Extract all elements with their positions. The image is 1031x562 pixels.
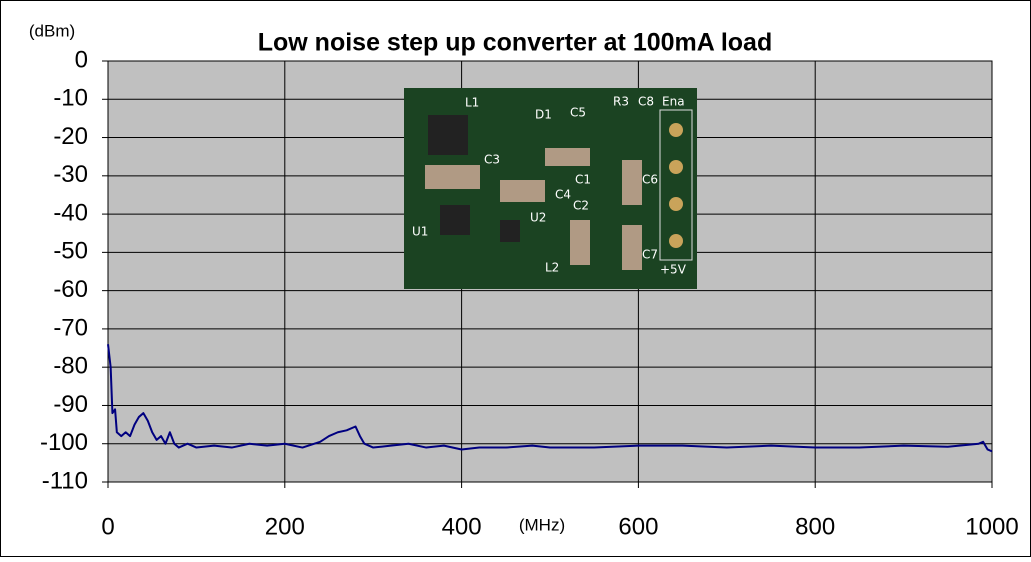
x-axis-label: (MHz) bbox=[519, 515, 565, 534]
inset-photo: L1 D1 C5 R3 C8 Ena C3 C1 C4 C2 C6 U2 U1 … bbox=[404, 88, 697, 289]
page: 0 -10 -20 -30 -40 -50 -60 -70 -80 -90 -100 -110 0 200… bbox=[0, 0, 1031, 562]
pcb-label: C5 bbox=[570, 106, 586, 120]
pcb-label: C4 bbox=[555, 188, 571, 202]
y-tick-label: -20 bbox=[53, 123, 88, 150]
pcb-label: L2 bbox=[545, 261, 559, 275]
component bbox=[545, 148, 590, 166]
chart: 0 -10 -20 -30 -40 -50 -60 -70 -80 -90 -100 -110 0 200… bbox=[0, 0, 1031, 557]
component bbox=[622, 160, 642, 205]
x-tick-label: 0 bbox=[101, 513, 114, 540]
component bbox=[500, 180, 545, 202]
y-tick-label: -80 bbox=[53, 353, 88, 380]
pad bbox=[669, 234, 683, 248]
pcb-label: L1 bbox=[465, 96, 479, 110]
y-tick-label: -10 bbox=[53, 85, 88, 112]
y-tick-label: -70 bbox=[53, 314, 88, 341]
y-tick-label: -60 bbox=[53, 276, 88, 303]
y-axis-label: (dBm) bbox=[29, 21, 75, 40]
pad bbox=[669, 160, 683, 174]
pcb-label: C2 bbox=[573, 199, 589, 213]
pcb-label: C7 bbox=[642, 248, 658, 262]
y-tick-label: -50 bbox=[53, 238, 88, 265]
component bbox=[570, 220, 590, 265]
pcb-label: +5V bbox=[660, 263, 687, 277]
pcb-label: U2 bbox=[530, 211, 546, 225]
pcb-label: C1 bbox=[575, 173, 591, 187]
pcb-label: R3 bbox=[613, 95, 629, 109]
pad bbox=[669, 197, 683, 211]
y-tick-label: -100 bbox=[40, 429, 88, 456]
pcb-label: D1 bbox=[535, 108, 552, 122]
x-tick-label: 600 bbox=[618, 513, 658, 540]
x-tick-label: 1000 bbox=[965, 513, 1018, 540]
pcb-label: U1 bbox=[412, 225, 428, 239]
y-tick-label: 0 bbox=[75, 46, 88, 73]
chart-title: Low noise step up converter at 100mA loa… bbox=[258, 29, 772, 57]
pcb-label: C6 bbox=[642, 173, 658, 187]
component bbox=[428, 115, 468, 155]
component bbox=[440, 205, 470, 235]
x-tick-label: 200 bbox=[265, 513, 305, 540]
component bbox=[622, 225, 642, 270]
x-tick-label: 800 bbox=[795, 513, 835, 540]
component bbox=[425, 165, 480, 189]
y-tick-label: -40 bbox=[53, 199, 88, 226]
component bbox=[500, 220, 520, 242]
x-tick-label: 400 bbox=[442, 513, 482, 540]
y-tick-label: -90 bbox=[53, 391, 88, 418]
pcb-label: Ena bbox=[662, 95, 685, 109]
y-tick-label: -110 bbox=[42, 467, 88, 494]
pcb-label: C8 bbox=[638, 95, 654, 109]
y-tick-label: -30 bbox=[53, 161, 88, 188]
pad bbox=[669, 123, 683, 137]
pcb-label: C3 bbox=[484, 153, 500, 167]
